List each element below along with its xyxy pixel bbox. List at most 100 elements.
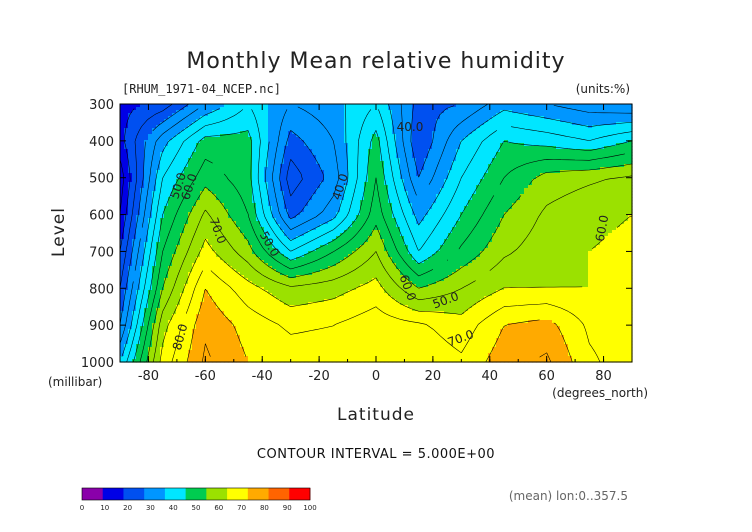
heatmap-cell <box>228 119 233 123</box>
heatmap-cell <box>564 116 569 120</box>
heatmap-cell <box>212 122 217 126</box>
heatmap-cell <box>600 134 605 138</box>
heatmap-cell <box>124 116 129 120</box>
heatmap-cell <box>424 107 429 111</box>
heatmap-cell <box>624 122 629 126</box>
heatmap-cell <box>484 134 489 138</box>
heatmap-cell <box>204 116 209 120</box>
heatmap-cell <box>296 110 301 114</box>
heatmap-cell <box>328 137 333 141</box>
heatmap-cell <box>408 128 413 132</box>
heatmap-cell <box>260 110 265 114</box>
heatmap-cell <box>272 116 277 120</box>
heatmap-cell <box>292 128 297 132</box>
heatmap-cell <box>304 116 309 120</box>
heatmap-cell <box>440 134 445 138</box>
heatmap-cell <box>596 113 601 117</box>
heatmap-cell <box>328 116 333 120</box>
heatmap-cell <box>500 113 505 117</box>
heatmap-cell <box>380 110 385 114</box>
heatmap-cell <box>260 119 265 123</box>
heatmap-cell <box>412 113 417 117</box>
heatmap-cell <box>236 107 241 111</box>
heatmap-cell <box>620 125 625 129</box>
heatmap-cell <box>276 116 281 120</box>
heatmap-cell <box>624 119 629 123</box>
heatmap-cell <box>312 119 317 123</box>
heatmap-cell <box>260 131 265 135</box>
heatmap-cell <box>320 134 325 138</box>
heatmap-cell <box>608 119 613 123</box>
heatmap-cell <box>556 131 561 135</box>
heatmap-cell <box>136 104 141 108</box>
heatmap-cell <box>400 116 405 120</box>
heatmap-cell <box>504 122 509 126</box>
heatmap-cell <box>616 116 621 120</box>
heatmap-cell <box>320 128 325 132</box>
heatmap-cell <box>324 128 329 132</box>
heatmap-cell <box>456 119 461 123</box>
heatmap-cell <box>136 116 141 120</box>
heatmap-cell <box>504 125 509 129</box>
heatmap-cell <box>620 107 625 111</box>
heatmap-cell <box>268 128 273 132</box>
heatmap-cell <box>532 134 537 138</box>
heatmap-cell <box>176 131 181 135</box>
heatmap-cell <box>156 128 161 132</box>
heatmap-cell <box>308 116 313 120</box>
heatmap-cell <box>628 116 633 120</box>
heatmap-cell <box>516 104 521 108</box>
heatmap-cell <box>364 104 369 108</box>
heatmap-cell <box>288 122 293 126</box>
heatmap-cell <box>444 119 449 123</box>
heatmap-cell <box>360 107 365 111</box>
heatmap-cell <box>612 116 617 120</box>
heatmap-cell <box>160 134 165 138</box>
heatmap-cell <box>164 113 169 117</box>
heatmap-cell <box>240 131 245 135</box>
heatmap-cell <box>584 122 589 126</box>
heatmap-cell <box>160 110 165 114</box>
heatmap-cell <box>200 104 205 108</box>
heatmap-cell <box>516 107 521 111</box>
heatmap-cell <box>184 131 189 135</box>
heatmap-cell <box>136 134 141 138</box>
heatmap-cell <box>256 110 261 114</box>
heatmap-cell <box>160 107 165 111</box>
heatmap-cell <box>408 122 413 126</box>
heatmap-cell <box>476 134 481 138</box>
heatmap-cell <box>200 119 205 123</box>
heatmap-cell <box>376 116 381 120</box>
heatmap-cell <box>244 113 249 117</box>
heatmap-cell <box>320 125 325 129</box>
heatmap-cell <box>124 119 129 123</box>
heatmap-cell <box>196 137 201 141</box>
heatmap-cell <box>144 128 149 132</box>
heatmap-cell <box>304 122 309 126</box>
heatmap-cell <box>152 116 157 120</box>
heatmap-cell <box>580 131 585 135</box>
heatmap-cell <box>496 125 501 129</box>
heatmap-cell <box>484 122 489 126</box>
heatmap-cell <box>176 113 181 117</box>
heatmap-cell <box>344 113 349 117</box>
heatmap-cell <box>592 104 597 108</box>
heatmap-cell <box>204 125 209 129</box>
heatmap-cell <box>436 128 441 132</box>
heatmap-cell <box>372 116 377 120</box>
heatmap-cell <box>476 104 481 108</box>
heatmap-cell <box>328 119 333 123</box>
heatmap-cell <box>296 107 301 111</box>
heatmap-cell <box>604 116 609 120</box>
heatmap-cell <box>456 122 461 126</box>
heatmap-cell <box>612 110 617 114</box>
heatmap-cell <box>256 134 261 138</box>
heatmap-cell <box>500 110 505 114</box>
heatmap-cell <box>620 110 625 114</box>
heatmap-cell <box>252 107 257 111</box>
heatmap-cell <box>352 128 357 132</box>
heatmap-cell <box>388 122 393 126</box>
heatmap-cell <box>260 122 265 126</box>
heatmap-cell <box>312 137 317 141</box>
heatmap-cell <box>148 119 153 123</box>
